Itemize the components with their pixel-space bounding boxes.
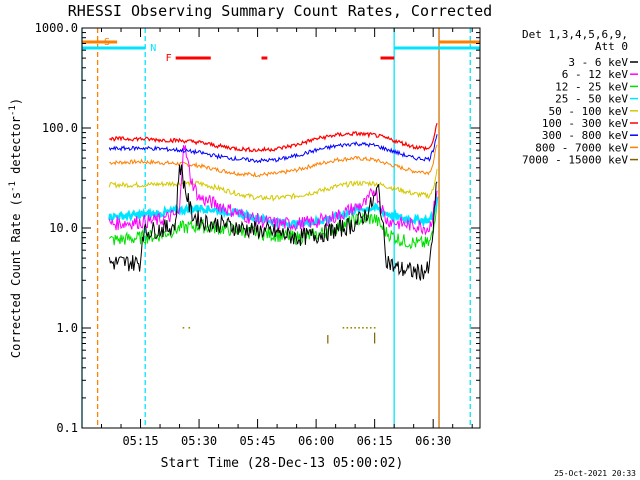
y-axis-label: Corrected Count Rate (s-1 detector-1): [8, 98, 23, 358]
series-line-4: [108, 168, 438, 202]
chart-title: RHESSI Observing Summary Count Rates, Co…: [68, 2, 492, 20]
generation-timestamp: 25-Oct-2021 20:33: [554, 469, 636, 478]
x-axis-label: Start Time (28-Dec-13 05:00:02): [161, 456, 404, 471]
legend-entry-4: 50 - 100 keV: [549, 105, 629, 118]
series-line-1: [108, 145, 438, 236]
low-band-point-10: [373, 327, 376, 329]
legend-entry-2: 12 - 25 keV: [555, 80, 628, 93]
y-axis-label-sup2: -1: [8, 105, 18, 116]
night-flag-label: N: [150, 43, 156, 54]
low-band-point-6: [358, 327, 360, 329]
low-band-point-4: [350, 327, 353, 329]
low-band-point-1: [188, 327, 191, 329]
x-tick-label-4: 06:15: [357, 434, 393, 448]
legend-entry-6: 300 - 800 keV: [542, 129, 628, 142]
y-axis-label-mid: detector: [9, 116, 23, 181]
x-tick-label-3: 06:00: [298, 434, 334, 448]
low-band-point-9: [369, 327, 372, 329]
y-tick-label-0: 1000.0: [35, 21, 78, 35]
legend-header-attenuator: Att 0: [595, 40, 628, 53]
low-band-point-5: [354, 327, 356, 329]
legend-entry-1: 6 - 12 keV: [562, 68, 629, 81]
series-line-5: [108, 123, 438, 153]
legend-entry-3: 25 - 50 keV: [555, 93, 628, 106]
y-axis-label-main: Corrected Count Rate (s: [9, 192, 23, 358]
x-tick-label-0: 05:15: [122, 434, 158, 448]
series-line-7: [109, 144, 438, 178]
x-tick-label-1: 05:30: [181, 434, 217, 448]
low-band-point-8: [366, 327, 368, 329]
low-band-point-3: [346, 327, 349, 329]
flare-flag-label: F: [166, 53, 172, 64]
x-tick-label-2: 05:45: [240, 434, 276, 448]
series-line-0: [108, 164, 438, 281]
legend-entry-8: 7000 - 15000 keV: [522, 154, 628, 167]
legend-entry-5: 100 - 300 keV: [542, 117, 628, 130]
y-tick-label-1: 100.0: [42, 121, 78, 135]
legend-entry-0: 3 - 6 keV: [568, 56, 628, 69]
legend-header-detectors: Det 1,3,4,5,6,9,: [522, 28, 628, 41]
y-tick-label-2: 10.0: [49, 221, 78, 235]
y-axis-label-end: ): [9, 98, 23, 105]
series-line-6: [108, 134, 438, 164]
saa-flag-label: S: [104, 37, 110, 48]
low-band-point-2: [342, 327, 345, 329]
x-tick-label-5: 06:30: [415, 434, 451, 448]
legend-entry-7: 800 - 7000 keV: [535, 141, 628, 154]
low-band-point-7: [362, 327, 364, 329]
low-band-point-0: [182, 327, 185, 329]
y-axis-label-sup1: -1: [8, 181, 18, 192]
y-tick-label-3: 1.0: [56, 321, 78, 335]
y-tick-label-4: 0.1: [56, 421, 78, 435]
